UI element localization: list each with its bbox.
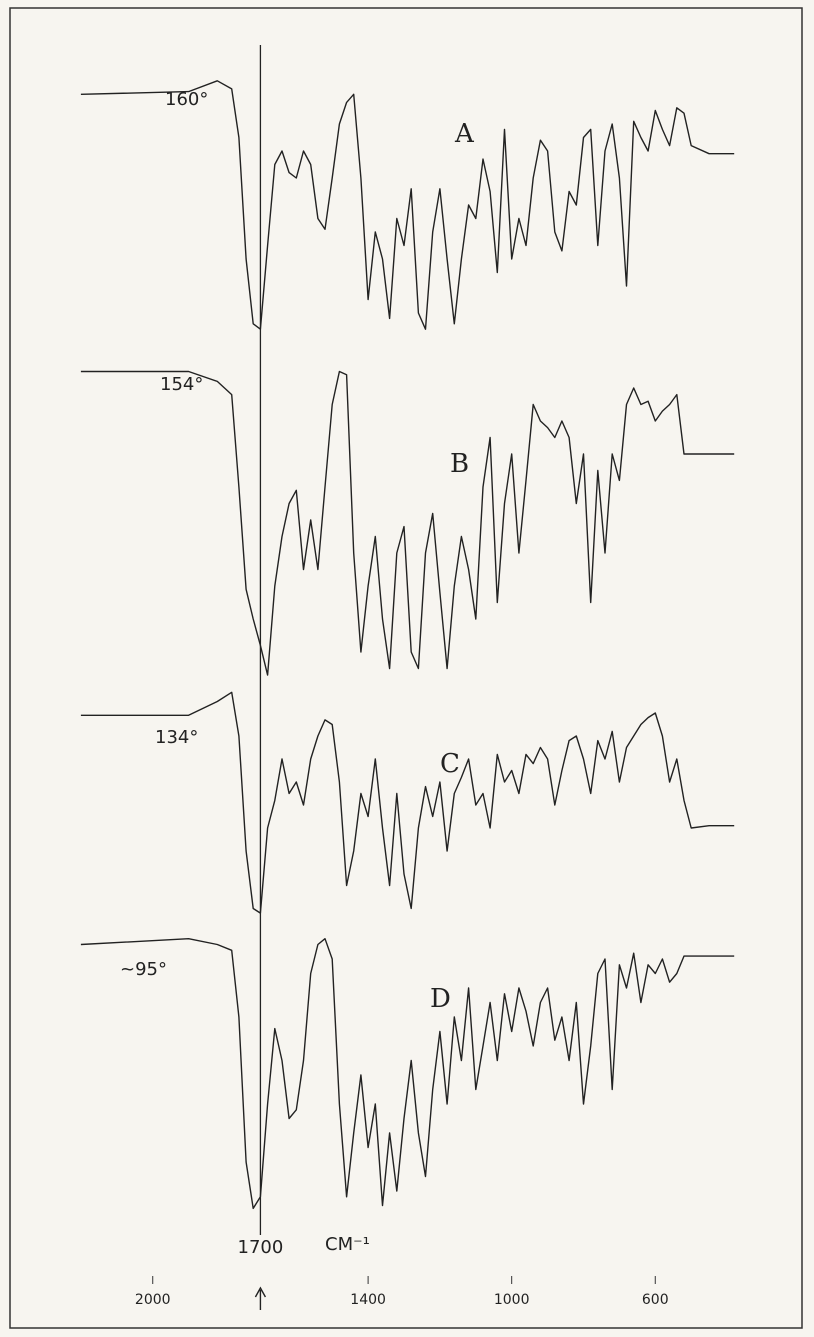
spectrum-trace [81,81,734,329]
x-tick-label: 2000 [135,1292,171,1308]
spectrum-trace [81,692,734,913]
series-label: ~95° [120,959,167,980]
x-tick-label: 600 [642,1292,669,1308]
x-unit-label: CM⁻¹ [325,1234,370,1255]
frame [10,8,802,1328]
spectrum-trace [81,372,734,676]
x-tick-label: 1400 [350,1292,386,1308]
series-name: B [450,449,469,479]
series-name: C [440,749,460,779]
series-label: 134° [155,727,198,748]
arrow [255,1288,265,1310]
series-name: A [454,119,475,149]
series-name: D [430,984,451,1014]
series-label: 154° [160,374,203,395]
page: {"chart_data": {"type": "line", "xlabel"… [0,0,814,1337]
spectrum-trace [81,939,734,1209]
series-label: 160° [165,89,208,110]
annotation-label: 1700 [238,1237,284,1258]
chart: CM⁻¹ 2000 1400 1000 600 1700 160° A 154° B 134° C ~… [0,0,814,1337]
x-tick-label: 1000 [494,1292,530,1308]
